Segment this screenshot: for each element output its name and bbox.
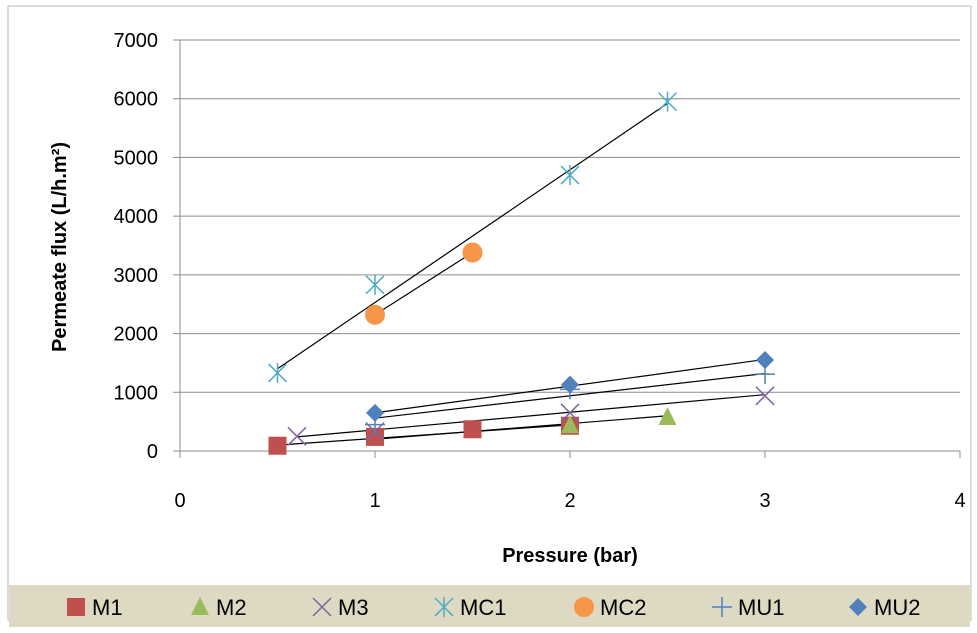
legend-label: MU1 [738,595,784,620]
data-point-m2 [561,415,579,434]
legend-label: M1 [92,595,123,620]
y-tick-label: 5000 [114,147,159,169]
x-tick-label: 4 [954,490,965,512]
y-axis-label: Permeate flux (L/h.m²) [49,142,71,352]
y-tick-label: 0 [147,441,158,463]
data-point-mc2 [462,242,483,263]
trendline-mc1 [277,102,668,370]
x-tick-label: 1 [369,490,380,512]
y-tick-label: 7000 [114,30,159,52]
legend-label: MC2 [600,595,646,620]
legend-label: MU2 [874,595,920,620]
data-point-mc1 [267,362,288,383]
data-point-m2 [658,406,677,425]
gridlines [180,39,960,393]
legend-marker-mc1 [434,597,454,617]
data-point-mc1 [657,91,678,112]
y-tick-label: 3000 [114,265,159,287]
data-point-m3 [755,386,775,406]
y-tick-label: 2000 [114,324,159,346]
legend-marker-m3 [312,597,332,617]
y-tick-label: 1000 [114,382,159,404]
y-tick-label: 6000 [114,89,159,111]
data-point-mc1 [365,274,385,295]
trendline-m2 [374,415,668,440]
data-point-mu2 [561,375,579,394]
legend-marker-m1 [67,598,85,616]
legend-label: M3 [338,595,369,620]
data-point-m3 [560,403,580,423]
trendline-mc2 [374,252,473,316]
data-point-m1 [463,420,482,439]
data-point-m3 [287,426,307,446]
legend-marker-mu1 [712,597,732,617]
data-point-m1 [268,436,287,455]
x-axis-label: Pressure (bar) [502,545,638,567]
legend: M1 M2 M3 MC1 MC2 MU1 MU2 [67,595,920,620]
legend-marker-mu2 [849,598,867,616]
x-tick-label: 3 [759,490,770,512]
legend-background [9,585,970,627]
y-tick-label: 4000 [114,206,159,228]
x-tick-label: 0 [174,490,185,512]
legend-marker-mc2 [574,597,594,617]
axes: 0 1000 2000 3000 4000 5000 6000 7000 0 1 2 3 4 [114,30,966,512]
legend-marker-m2 [191,597,209,615]
data-point-mu2 [366,403,384,422]
data-markers [267,91,775,455]
data-point-m1 [366,427,384,446]
legend-label: MC1 [460,595,506,620]
x-tick-label: 2 [564,490,575,512]
data-point-mc1 [560,165,580,186]
legend-label: M2 [216,595,247,620]
data-point-mc2 [365,304,385,325]
data-point-mu2 [756,350,774,369]
